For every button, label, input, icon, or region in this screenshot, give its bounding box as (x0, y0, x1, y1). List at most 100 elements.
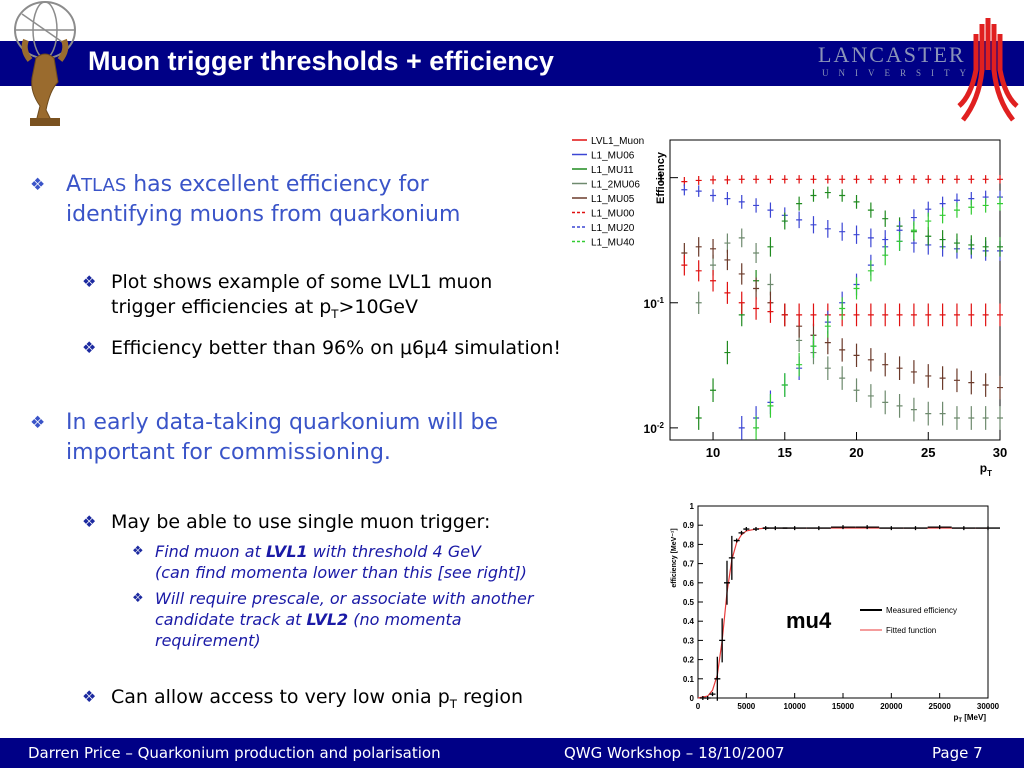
data-point (968, 235, 975, 255)
logo-name: LANCASTER (818, 42, 966, 67)
data-point (796, 196, 803, 211)
data-point (968, 406, 975, 430)
plot-frame (697, 505, 989, 699)
data-point (724, 192, 731, 206)
data-point (695, 406, 702, 430)
data-point (839, 222, 846, 241)
plot-frame (669, 139, 1001, 441)
data-point (853, 195, 860, 209)
data-point (767, 175, 774, 184)
data-point (695, 176, 702, 185)
diamond-bullet-icon: ❖ (30, 175, 46, 195)
legend-label: L1_2MU06 (591, 180, 640, 191)
data-point (767, 202, 774, 218)
x-tick-label: 10000 (784, 702, 807, 711)
text-fragment: candidate track at (155, 610, 307, 629)
data-point (925, 401, 932, 426)
data-point (753, 242, 760, 263)
data-point (810, 216, 817, 234)
diamond-bullet-icon: ❖ (82, 338, 97, 357)
measured-point (951, 526, 976, 531)
data-point (710, 269, 717, 292)
data-point (867, 303, 874, 327)
y-axis-label: Efficiency (655, 151, 667, 204)
text-line: important for commissioning. (66, 440, 391, 465)
data-point (681, 184, 688, 196)
text-fragment: Find muon at (155, 542, 266, 561)
measured-point (753, 527, 759, 532)
y-tick-label: 0.9 (683, 521, 695, 530)
data-point (982, 175, 989, 184)
data-point (882, 175, 889, 184)
data-point (968, 175, 975, 184)
atlas-logo-icon (14, 1, 76, 126)
data-point (997, 406, 1003, 430)
data-point (953, 233, 960, 253)
data-point (796, 352, 803, 377)
legend-label: L1_MU40 (591, 238, 635, 249)
y-tick-label: 10-1 (644, 296, 665, 311)
data-point (824, 175, 831, 184)
text-fragment: 6 (412, 337, 425, 359)
x-axis-label: pT (980, 461, 992, 478)
data-point (767, 237, 774, 257)
data-point (767, 393, 774, 418)
text-line: May be able to use single muon trigger: (111, 511, 491, 533)
subscript: T (331, 306, 339, 321)
data-point (753, 198, 760, 213)
data-point (724, 175, 731, 185)
data-point (781, 303, 788, 327)
data-point (839, 189, 846, 202)
measured-point (714, 656, 721, 701)
data-point (867, 175, 874, 184)
data-point (724, 249, 731, 271)
data-point (939, 230, 946, 250)
data-point (882, 245, 889, 266)
y-tick-label: 0.4 (683, 617, 695, 626)
data-point (939, 366, 946, 390)
data-point (953, 303, 960, 327)
legend-label: L1_MU06 (591, 151, 635, 162)
data-point (853, 175, 860, 184)
legend-label: Measured efficiency (886, 606, 957, 615)
data-point (867, 228, 874, 248)
data-point (767, 300, 774, 323)
data-point (997, 375, 1003, 400)
legend-label: Fitted function (886, 626, 936, 635)
data-point (695, 291, 702, 314)
data-point (925, 226, 932, 246)
measured-point (724, 560, 730, 605)
text-fragment: with threshold 4 GeV (307, 542, 481, 561)
data-point (724, 281, 731, 304)
data-point (796, 211, 803, 229)
data-point (810, 303, 817, 327)
data-point (968, 303, 975, 327)
data-point (753, 277, 760, 300)
data-point (997, 175, 1003, 184)
measured-point (806, 526, 831, 531)
x-axis-label-sub: T (958, 718, 962, 724)
data-point (982, 237, 989, 257)
text-fragment: A (66, 172, 82, 197)
data-point (982, 198, 989, 213)
footer-bar: Darren Price – Quarkonium production and… (0, 738, 1024, 768)
data-point (710, 378, 717, 403)
data-point (867, 348, 874, 372)
mu-symbol: μ (424, 337, 437, 359)
x-tick-label: 15 (778, 445, 792, 460)
measured-point (728, 535, 735, 580)
data-point (939, 303, 946, 327)
data-point (910, 360, 917, 384)
text-fragment: 4 simulation! (436, 337, 562, 359)
trigger-efficiency-plot: 10 15 20 25 30 1 10-1 10-2 Efficiency pT LVL1_Muon… (572, 136, 1007, 478)
data-point (824, 314, 831, 338)
data-point (896, 356, 903, 380)
data-point (753, 175, 760, 184)
data-point (839, 366, 846, 390)
data-point (997, 196, 1003, 211)
footer-author: Darren Price – Quarkonium production and… (28, 744, 441, 762)
text-fragment: (no momenta (348, 610, 462, 629)
data-point (853, 225, 860, 244)
y-tick-label: 0.7 (683, 560, 695, 569)
data-point (710, 189, 717, 202)
